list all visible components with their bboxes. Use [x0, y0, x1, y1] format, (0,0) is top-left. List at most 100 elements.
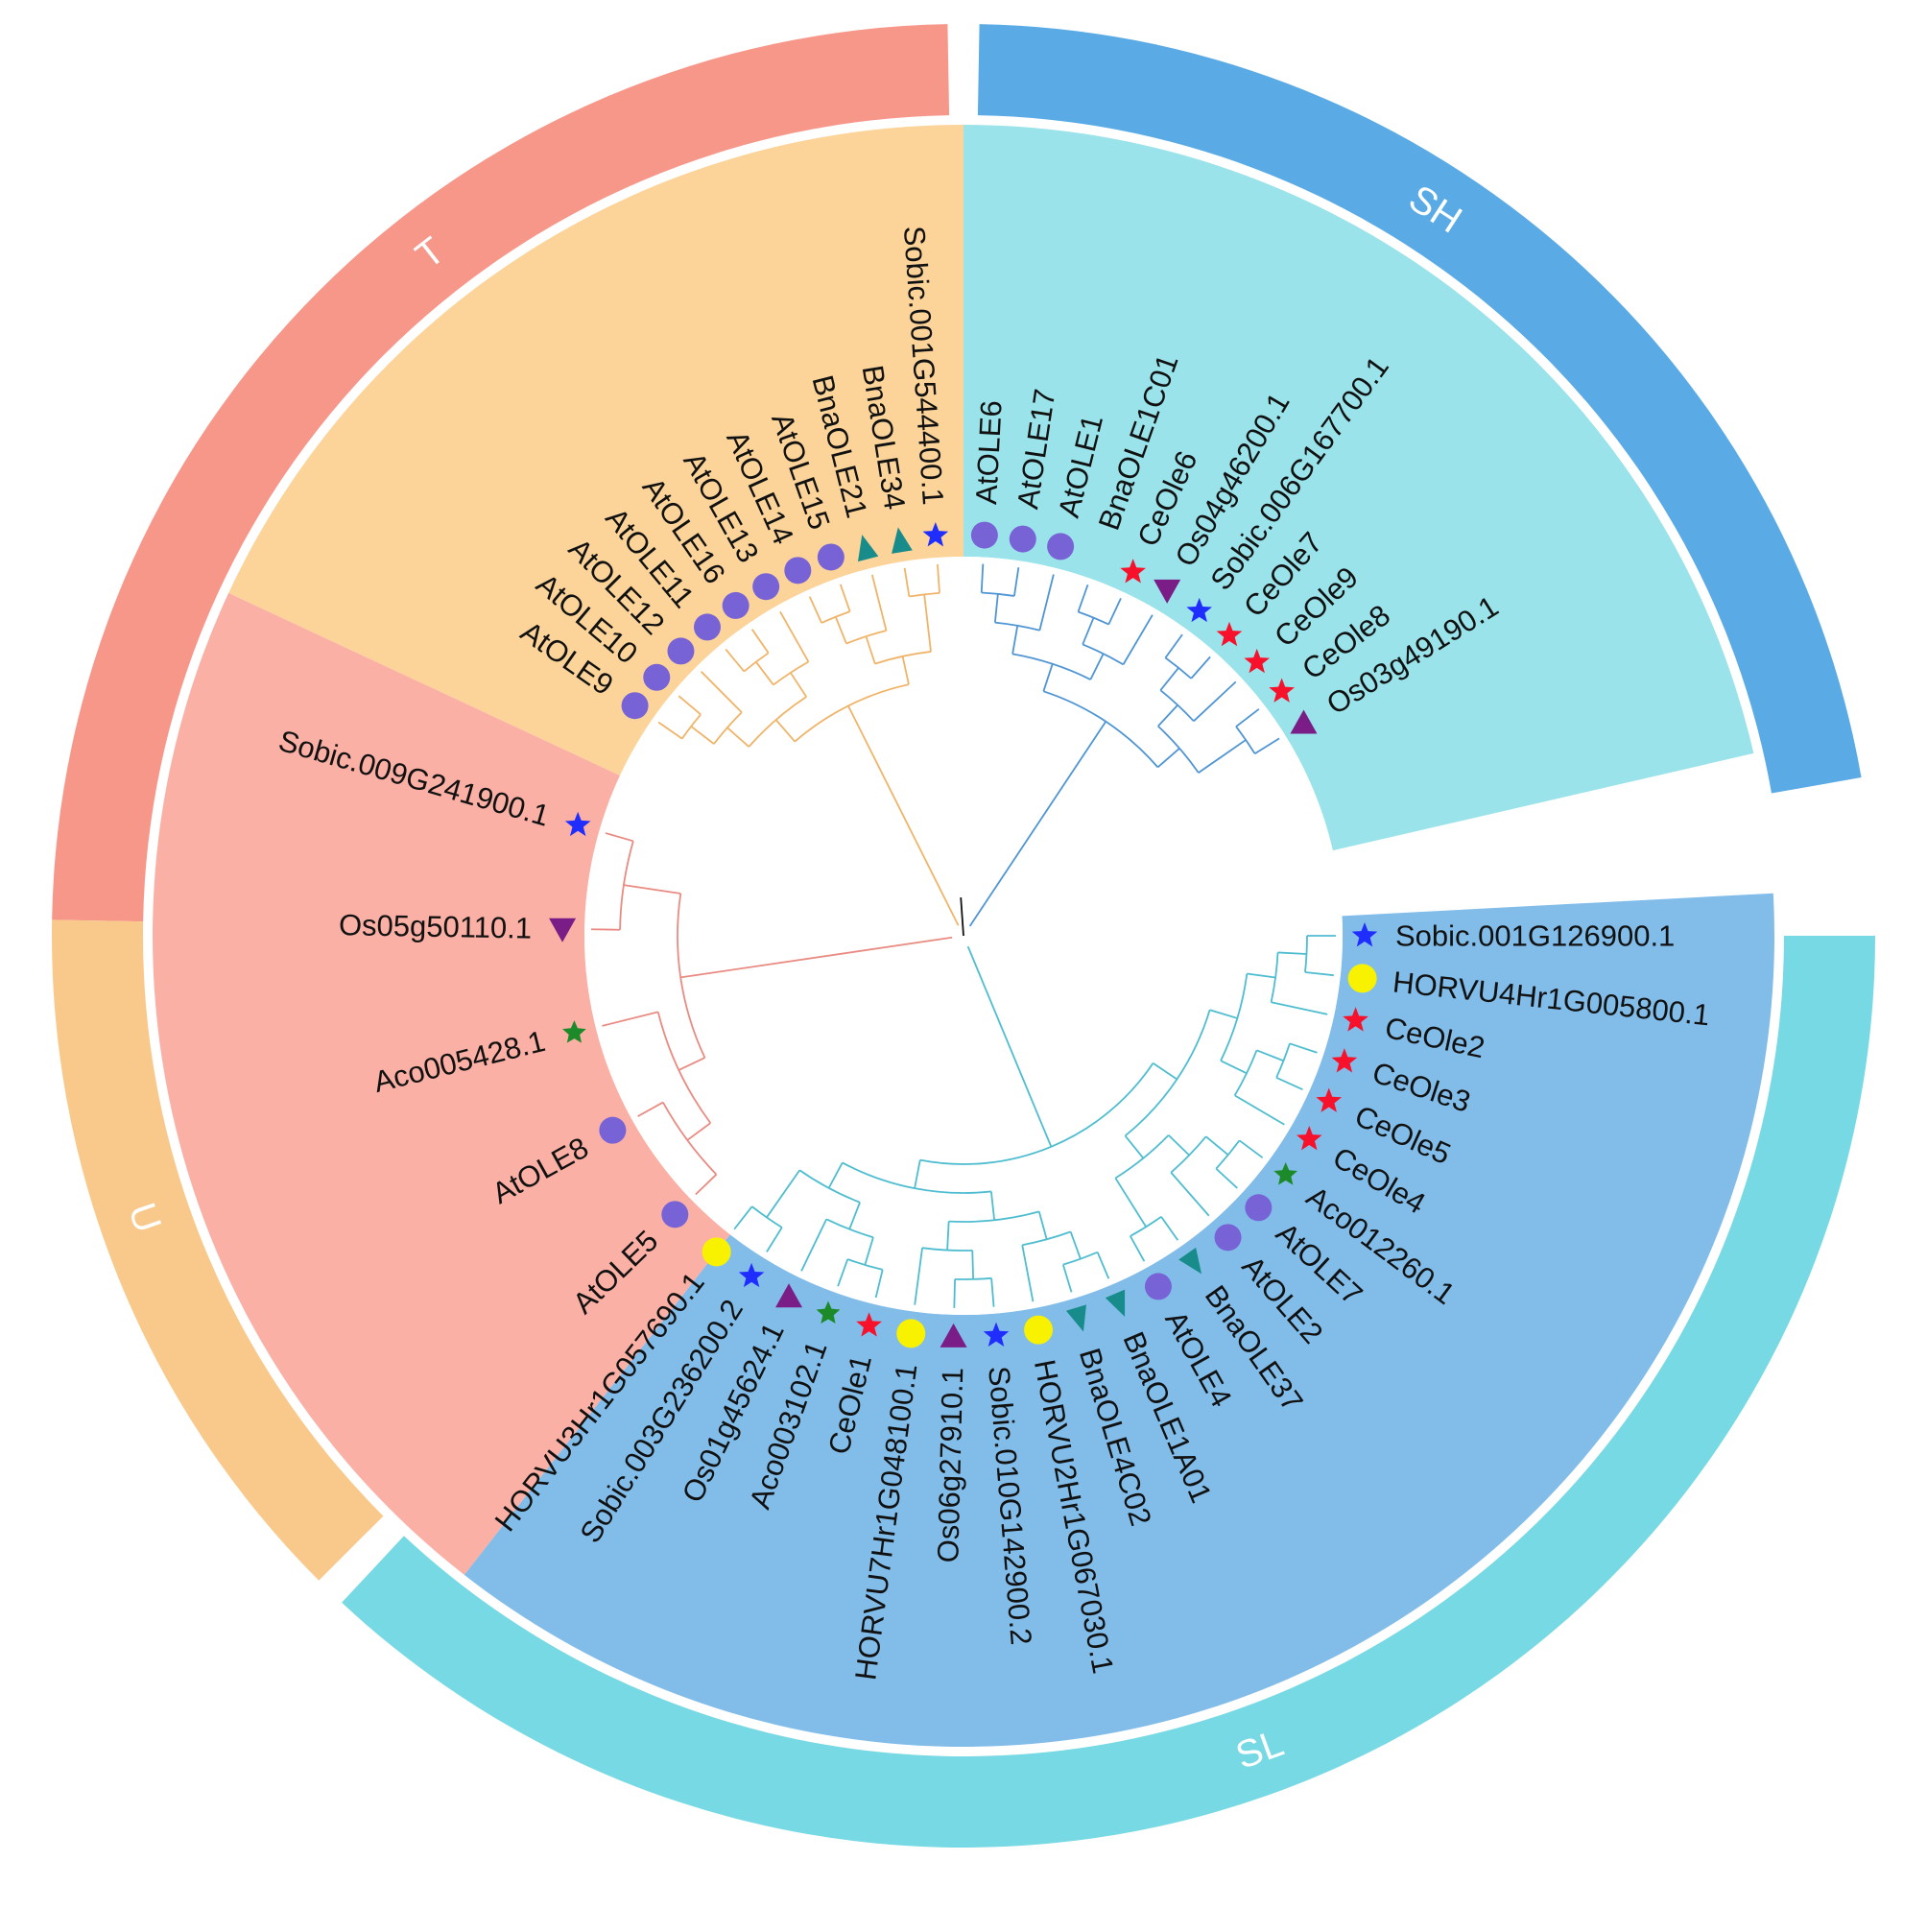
purple-circle-marker — [667, 637, 695, 665]
green-star-marker — [562, 1020, 586, 1043]
sector-u — [152, 592, 730, 1575]
branch-radial — [993, 593, 999, 623]
purple-triangle-up-marker — [940, 1323, 967, 1348]
purple-circle-marker — [643, 663, 671, 691]
branch-radial — [1082, 617, 1095, 645]
branch-radial — [750, 629, 770, 654]
branch-arc — [1233, 1049, 1258, 1096]
tree-branches — [591, 563, 1336, 1308]
branch-radial — [1193, 680, 1237, 722]
sector-sh — [964, 125, 1754, 851]
branch-radial — [960, 897, 964, 937]
purple-circle-marker — [1047, 533, 1075, 561]
branch-radial — [733, 1205, 753, 1230]
branch-radial — [865, 635, 876, 664]
branch-radial — [966, 945, 1043, 1126]
purple-triangle-down-marker — [1154, 579, 1181, 604]
clade-outer-ring — [51, 24, 1875, 1848]
purple-triangle-down-marker — [549, 918, 577, 942]
purple-circle-marker — [817, 543, 845, 571]
red-star-marker — [1120, 559, 1146, 584]
branch-radial — [1153, 1062, 1178, 1081]
branch-radial — [946, 1221, 950, 1251]
branch-radial — [686, 1122, 711, 1141]
branch-radial — [1304, 971, 1334, 977]
branch-radial — [591, 928, 621, 931]
branch-radial — [864, 1236, 874, 1266]
branch-radial — [1220, 1060, 1248, 1075]
branch-radial — [808, 596, 822, 624]
branch-radial — [1157, 704, 1178, 727]
purple-circle-marker — [784, 557, 812, 584]
blue-star-marker — [983, 1322, 1010, 1347]
leaf-markers — [549, 521, 1378, 1348]
purple-circle-marker — [1144, 1273, 1172, 1300]
branch-radial — [779, 610, 810, 662]
branch-radial — [602, 1011, 658, 1027]
ring-segment-sl — [342, 936, 1875, 1848]
green-star-marker — [816, 1300, 841, 1324]
branch-radial — [690, 726, 715, 745]
red-star-marker — [856, 1312, 882, 1337]
branch-radial — [623, 884, 681, 894]
blue-star-marker — [1186, 597, 1213, 623]
branch-radial — [1256, 1049, 1284, 1062]
branch-radial — [1238, 1139, 1264, 1158]
branch-radial — [1107, 597, 1122, 625]
branch-radial — [678, 1057, 705, 1071]
branch-radial — [870, 574, 888, 632]
teal-triangle-marker — [857, 535, 879, 562]
branch-radial — [1061, 1264, 1073, 1293]
branch-radial — [1234, 1094, 1285, 1126]
branch-radial — [990, 1277, 995, 1307]
branch-radial — [766, 1169, 801, 1218]
branch-radial — [1069, 1231, 1082, 1259]
green-star-marker — [1273, 1162, 1298, 1185]
branch-radial — [1096, 1252, 1110, 1279]
branch-radial — [1168, 1134, 1190, 1157]
branch-radial — [1247, 972, 1276, 979]
teal-triangle-marker — [892, 527, 913, 554]
branch-radial — [678, 695, 702, 716]
branch-radial — [1209, 1009, 1238, 1019]
yellow-circle-marker — [702, 1237, 731, 1267]
branch-radial — [790, 672, 808, 698]
branch-arc — [821, 610, 850, 624]
branch-radial — [1114, 1177, 1147, 1228]
branch-radial — [968, 741, 1094, 927]
branch-radial — [605, 832, 634, 843]
purple-triangle-up-marker — [775, 1283, 803, 1308]
branch-radial — [1215, 1167, 1238, 1189]
branch-radial — [847, 705, 860, 728]
branch-radial — [1289, 1042, 1318, 1054]
branch-radial — [695, 1174, 718, 1196]
branch-arc — [751, 1205, 783, 1228]
blue-star-marker — [738, 1262, 765, 1288]
branch-radial — [755, 661, 774, 686]
branch-radial — [1124, 1134, 1145, 1159]
branch-radial — [1170, 1172, 1210, 1217]
branch-radial — [680, 972, 705, 979]
branch-radial — [1275, 1076, 1303, 1090]
blue-star-marker — [564, 811, 591, 837]
red-star-marker — [1216, 621, 1243, 647]
leaf-label: Sobic.001G126900.1 — [1395, 919, 1675, 953]
branch-radial — [1042, 663, 1054, 692]
sector-t — [228, 125, 964, 776]
branch-radial — [1254, 737, 1280, 755]
branch-radial — [800, 1218, 828, 1272]
branch-arc — [773, 660, 809, 686]
branch-arc — [743, 652, 770, 673]
branch-arc — [1304, 935, 1308, 973]
branch-radial — [1164, 633, 1183, 658]
branch-radial — [657, 721, 683, 740]
leaf-label: Os06g27910.1 — [931, 1367, 969, 1562]
branch-radial — [1122, 614, 1154, 665]
ring-segment-u — [51, 919, 384, 1581]
branch-radial — [1205, 1135, 1229, 1156]
yellow-circle-marker — [1347, 964, 1377, 993]
clade-inner-sectors — [152, 125, 1774, 1747]
teal-triangle-marker — [1105, 1289, 1126, 1317]
leaf-label: Os05g50110.1 — [339, 908, 533, 945]
